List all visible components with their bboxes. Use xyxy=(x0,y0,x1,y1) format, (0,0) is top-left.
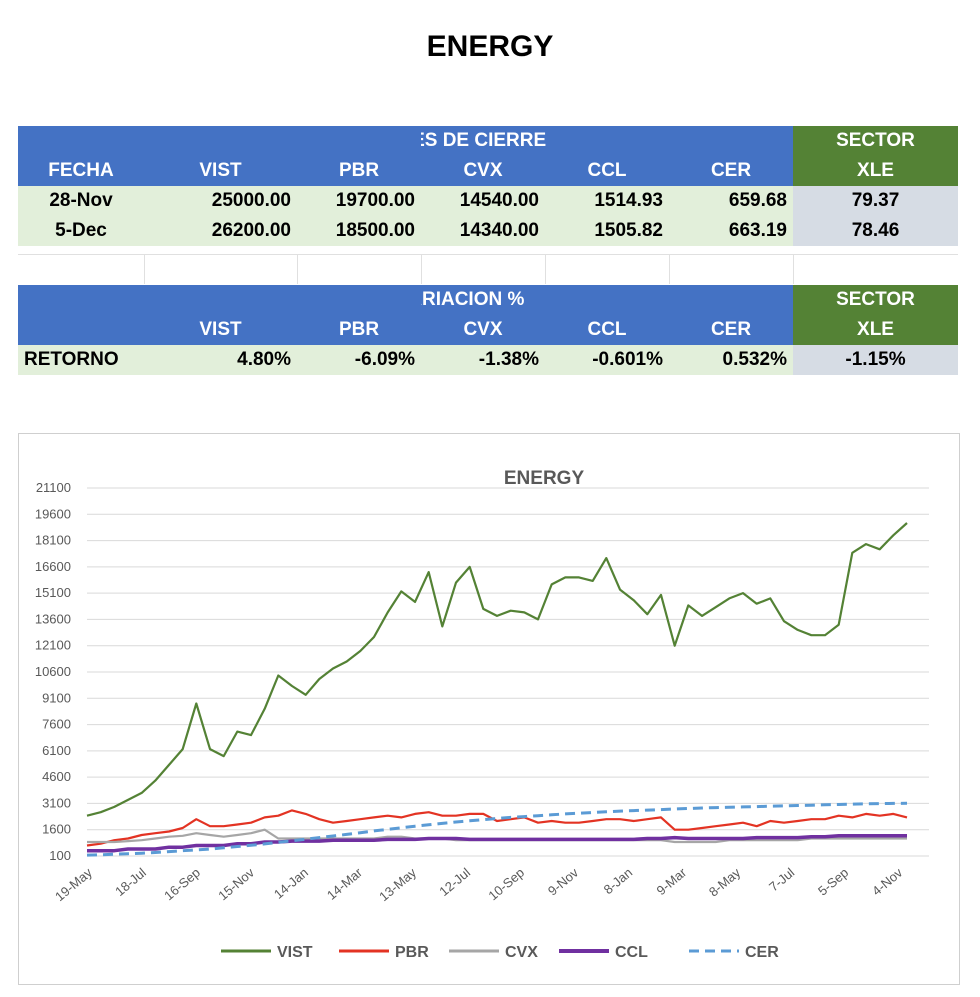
legend-label-cvx: CVX xyxy=(505,944,538,961)
cell-ccl: 1505.82 xyxy=(545,216,669,246)
col-empty xyxy=(18,315,144,345)
x-tick-label: 9-Nov xyxy=(545,864,582,898)
y-tick-label: 6100 xyxy=(42,743,71,758)
col-ccl: CCL xyxy=(545,156,669,186)
col-xle: XLE xyxy=(793,315,958,345)
col-pbr: PBR xyxy=(297,315,421,345)
y-tick-label: 13600 xyxy=(35,611,71,626)
cell-cer: 0.532% xyxy=(669,345,793,375)
cell-cvx: -1.38% xyxy=(421,345,545,375)
col-fecha: FECHA xyxy=(18,156,144,186)
cell-cvx: 14340.00 xyxy=(421,216,545,246)
legend-label-vist: VIST xyxy=(277,944,313,961)
series-line-pbr xyxy=(86,809,908,847)
x-tick-label: 8-May xyxy=(706,864,744,899)
y-tick-label: 15100 xyxy=(35,585,71,600)
table-row: 5-Dec 26200.00 18500.00 14340.00 1505.82… xyxy=(18,216,958,246)
cell-xle: 78.46 xyxy=(793,216,958,246)
grid-divider xyxy=(669,254,670,284)
y-tick-label: 19600 xyxy=(35,506,71,521)
col-xle: XLE xyxy=(793,156,958,186)
cell-cer: 659.68 xyxy=(669,186,793,216)
column-header-row: VIST PBR CVX CCL CER XLE xyxy=(18,315,958,345)
blank-spreadsheet-row xyxy=(18,254,958,286)
legend-label-cer: CER xyxy=(745,944,779,961)
cell-retorno-label: RETORNO xyxy=(18,345,144,375)
y-tick-label: 9100 xyxy=(42,690,71,705)
cell-ccl: 1514.93 xyxy=(545,186,669,216)
cell-vist: 25000.00 xyxy=(144,186,297,216)
group-header: VARIACION % xyxy=(421,285,793,315)
y-tick-label: 3100 xyxy=(42,795,71,810)
col-cer: CER xyxy=(669,315,793,345)
col-pbr: PBR xyxy=(297,156,421,186)
x-tick-label: 15-Nov xyxy=(215,864,257,903)
table-row: 28-Nov 25000.00 19700.00 14540.00 1514.9… xyxy=(18,186,958,216)
cell-fecha: 5-Dec xyxy=(18,216,144,246)
x-tick-label: 5-Sep xyxy=(815,865,851,899)
variation-table: VARIACION % SECTOR VIST PBR CVX CCL CER … xyxy=(18,285,958,375)
cell-vist: 4.80% xyxy=(144,345,297,375)
x-tick-label: 16-Sep xyxy=(161,865,203,903)
col-cvx: CVX xyxy=(421,156,545,186)
cell-pbr: 19700.00 xyxy=(297,186,421,216)
y-tick-label: 1600 xyxy=(42,822,71,837)
cell-fecha: 28-Nov xyxy=(18,186,144,216)
cell-pbr: -6.09% xyxy=(297,345,421,375)
grid-divider xyxy=(421,254,422,284)
x-tick-label: 18-Jul xyxy=(112,865,149,899)
table-row: RETORNO 4.80% -6.09% -1.38% -0.601% 0.53… xyxy=(18,345,958,375)
col-cvx: CVX xyxy=(421,315,545,345)
cell-vist: 26200.00 xyxy=(144,216,297,246)
closing-values-table: VALORES DE CIERRE SECTOR FECHA VIST PBR … xyxy=(18,126,958,246)
y-tick-label: 12100 xyxy=(35,638,71,653)
group-header-row: VALORES DE CIERRE SECTOR xyxy=(18,126,958,156)
sector-header: SECTOR xyxy=(793,126,958,156)
series-line-ccl xyxy=(87,834,907,853)
y-tick-label: 21100 xyxy=(36,480,71,495)
group-header-row: VARIACION % SECTOR xyxy=(18,285,958,315)
x-tick-label: 9-Mar xyxy=(654,864,690,898)
col-vist: VIST xyxy=(144,315,297,345)
col-ccl: CCL xyxy=(545,315,669,345)
energy-chart: ENERGY 21100 19600 18100 16600 15100 13600 121… xyxy=(18,433,960,985)
sector-header: SECTOR xyxy=(793,285,958,315)
cell-ccl: -0.601% xyxy=(545,345,669,375)
page-title: ENERGY xyxy=(426,30,554,63)
col-vist: VIST xyxy=(144,156,297,186)
x-tick-label: 4-Nov xyxy=(869,864,906,898)
x-tick-label: 13-May xyxy=(376,864,419,904)
grid-divider xyxy=(545,254,546,284)
cell-cer: 663.19 xyxy=(669,216,793,246)
y-tick-label: 7600 xyxy=(42,717,71,732)
x-tick-label: 14-Mar xyxy=(324,864,366,902)
x-tick-label: 14-Jan xyxy=(271,865,311,902)
chart-svg: ENERGY 21100 19600 18100 16600 15100 13600 121… xyxy=(35,468,929,961)
group-header: VALORES DE CIERRE xyxy=(421,126,793,156)
y-tick-label: 10600 xyxy=(35,664,71,679)
x-tick-label: 7-Jul xyxy=(766,865,797,895)
column-header-row: FECHA VIST PBR CVX CCL CER XLE xyxy=(18,156,958,186)
y-tick-label: 16600 xyxy=(35,559,71,574)
legend-label-ccl: CCL xyxy=(615,944,648,961)
grid-divider xyxy=(297,254,298,284)
legend-label-pbr: PBR xyxy=(395,944,429,961)
series-line-vist xyxy=(86,522,908,817)
grid-divider xyxy=(144,254,145,284)
x-tick-label: 8-Jan xyxy=(601,865,636,897)
col-cer: CER xyxy=(669,156,793,186)
y-tick-label: 100 xyxy=(49,848,71,863)
x-tick-label: 10-Sep xyxy=(485,865,527,903)
y-tick-label: 4600 xyxy=(42,769,71,784)
cell-xle: -1.15% xyxy=(793,345,958,375)
cell-pbr: 18500.00 xyxy=(297,216,421,246)
x-tick-label: 19-May xyxy=(52,864,95,904)
chart-title: ENERGY xyxy=(504,468,585,489)
cell-xle: 79.37 xyxy=(793,186,958,216)
cell-cvx: 14540.00 xyxy=(421,186,545,216)
grid-divider xyxy=(793,254,794,284)
x-tick-label: 12-Jul xyxy=(436,865,473,899)
y-tick-label: 18100 xyxy=(35,533,71,548)
series-line-cer xyxy=(86,801,908,857)
